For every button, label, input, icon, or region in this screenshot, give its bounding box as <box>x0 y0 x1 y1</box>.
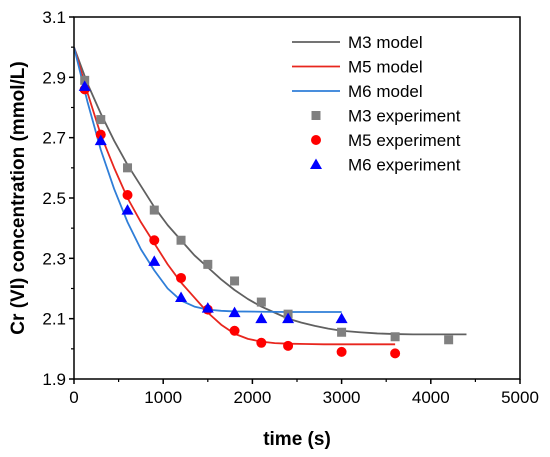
plot-content <box>74 46 467 359</box>
legend-swatch <box>310 158 322 169</box>
legend-item-m3-model: M3 model <box>292 33 423 52</box>
y-tick-label: 2.7 <box>42 129 66 148</box>
data-point-m6-experiment <box>228 306 241 318</box>
data-point-m3-experiment <box>230 276 240 286</box>
data-point-m5-experiment <box>390 348 401 359</box>
data-point-m3-experiment <box>176 235 186 245</box>
y-tick-label: 2.9 <box>42 68 66 87</box>
series-line-m5-model <box>74 46 396 346</box>
x-tick-label: 5000 <box>501 388 539 407</box>
data-point-m6-experiment <box>255 312 268 324</box>
y-tick-label: 2.3 <box>42 249 66 268</box>
data-point-m6-experiment <box>94 134 107 146</box>
data-point-m3-experiment <box>390 332 400 342</box>
legend-item-m5-experiment: M5 experiment <box>311 131 461 150</box>
data-point-m6-experiment <box>121 204 134 215</box>
data-point-m6-experiment <box>335 312 348 324</box>
legend-item-m6-model: M6 model <box>292 82 423 101</box>
series-line-m3-model <box>74 46 467 336</box>
x-tick-label: 4000 <box>412 388 450 407</box>
y-tick-label: 2.1 <box>42 310 66 329</box>
legend-label: M5 experiment <box>348 131 461 150</box>
plot-frame <box>73 16 521 380</box>
data-point-m5-experiment <box>149 235 160 246</box>
legend-label: M6 model <box>348 82 423 101</box>
data-point-m5-experiment <box>229 325 240 336</box>
data-point-m5-experiment <box>122 189 133 200</box>
data-point-m3-experiment <box>96 115 106 125</box>
y-axis-title: Cr (VI) concentration (mmol/L) <box>8 61 29 334</box>
data-point-m5-experiment <box>336 346 347 357</box>
x-axis-title: time (s) <box>263 429 331 450</box>
axes: 0 1000 2000 3000 4000 5000 1.9 2.1 2.3 2.5 2.7 2.9 3… <box>42 8 539 407</box>
legend-label: M6 experiment <box>348 156 461 175</box>
data-point-m6-experiment <box>78 80 91 91</box>
legend-label: M3 experiment <box>348 107 461 126</box>
y-tick-label: 3.1 <box>42 8 66 27</box>
data-point-m3-experiment <box>123 163 133 173</box>
data-point-m5-experiment <box>283 340 294 351</box>
data-point-m5-experiment <box>176 272 187 283</box>
y-tick-label: 1.9 <box>42 370 66 389</box>
legend-swatch <box>311 111 321 120</box>
data-point-m3-experiment <box>203 259 213 269</box>
data-point-m6-experiment <box>282 312 295 324</box>
data-point-m3-experiment <box>256 297 266 307</box>
data-point-m3-experiment <box>80 75 90 85</box>
data-point-m3-experiment <box>444 335 454 345</box>
legend-swatch <box>311 135 321 145</box>
data-point-m5-experiment <box>256 337 267 348</box>
data-point-m3-experiment <box>149 205 159 215</box>
legend-item-m6-experiment: M6 experiment <box>310 156 461 175</box>
legend-label: M5 model <box>348 58 423 77</box>
data-point-m6-experiment <box>175 291 188 303</box>
data-point-m6-experiment <box>201 302 214 313</box>
data-point-m5-experiment <box>95 129 106 140</box>
x-tick-label: 1000 <box>144 388 182 407</box>
legend-item-m5-model: M5 model <box>292 58 423 77</box>
data-point-m3-experiment <box>337 327 347 337</box>
legend: M3 model M5 model M6 model M3 experiment M5 … <box>292 33 461 175</box>
data-point-m6-experiment <box>148 255 161 266</box>
series-line-m6-model <box>74 46 342 313</box>
legend-item-m3-experiment: M3 experiment <box>311 107 461 126</box>
x-tick-label: 0 <box>69 388 78 407</box>
x-tick-label: 2000 <box>233 388 271 407</box>
y-tick-label: 2.5 <box>42 189 66 208</box>
legend-label: M3 model <box>348 33 423 52</box>
x-tick-label: 3000 <box>323 388 361 407</box>
